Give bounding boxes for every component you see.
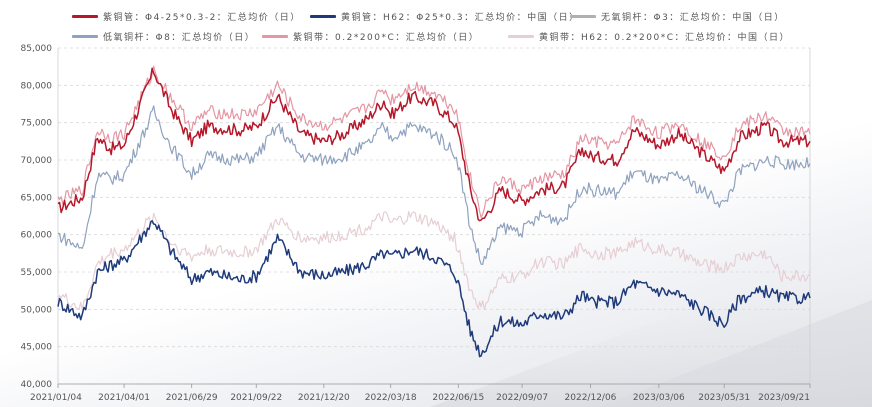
legend-swatch-series-5	[262, 35, 288, 38]
plot-area	[57, 65, 811, 358]
x-tick-label: 2021/09/22	[230, 393, 282, 403]
x-tick-label: 2021/01/04	[30, 393, 82, 403]
legend-swatch-series-4	[72, 35, 98, 38]
y-tick-label: 75,000	[21, 119, 53, 129]
x-tick-label: 2021/12/20	[298, 393, 350, 403]
y-tick-label: 70,000	[21, 156, 53, 166]
legend-swatch-series-2	[310, 15, 336, 18]
legend-swatch-series-1	[72, 15, 98, 18]
legend-label-series-2: 黄铜管：H62：Φ25*0.3：汇总均价：中国（日）	[341, 13, 580, 23]
y-tick-label: 50,000	[21, 305, 53, 315]
legend-label-series-5: 紫铜带：0.2*200*C：汇总均价（日）	[293, 33, 480, 43]
y-tick-label: 55,000	[21, 268, 53, 278]
x-tick-label: 2022/03/18	[365, 393, 417, 403]
x-tick-label: 2023/03/06	[633, 393, 685, 403]
x-axis: 2021/01/04 2021/04/01 2021/06/29 2021/09/22…	[30, 383, 811, 403]
x-tick-label: 2021/06/29	[166, 393, 218, 403]
legend-label-series-4: 低氧铜杆：Φ8：汇总均价（日）	[103, 33, 256, 43]
legend-label-series-1: 紫铜管：Φ4-25*0.3-2：汇总均价（日）	[103, 13, 301, 23]
y-tick-label: 80,000	[21, 81, 53, 91]
y-tick-label: 60,000	[21, 231, 53, 241]
legend-label-series-6: 黄铜带：H62：0.2*200*C：汇总均价：中国（日）	[539, 33, 790, 43]
y-tick-label: 40,000	[21, 380, 53, 390]
chart-legend: 紫铜管：Φ4-25*0.3-2：汇总均价（日） 黄铜管：H62：Φ25*0.3：…	[0, 0, 872, 44]
series-line-6[interactable]	[57, 211, 811, 311]
legend-item-series-1[interactable]: 紫铜管：Φ4-25*0.3-2：汇总均价（日）	[72, 10, 301, 23]
series-line-5[interactable]	[57, 65, 811, 218]
legend-swatch-series-3	[570, 15, 596, 18]
x-tick-label: 2021/04/01	[98, 393, 150, 403]
y-tick-label: 85,000	[21, 44, 53, 54]
y-axis: 40,000 45,000 50,000 55,000 60,000 65,000 70,0…	[21, 44, 53, 390]
y-tick-label: 65,000	[21, 193, 53, 203]
x-tick-label: 2022/09/07	[496, 393, 548, 403]
series-line-2[interactable]	[57, 220, 811, 358]
x-tick-label: 2022/06/15	[432, 393, 484, 403]
y-tick-label: 45,000	[21, 343, 53, 353]
series-line-1[interactable]	[57, 67, 811, 222]
legend-item-series-4[interactable]: 低氧铜杆：Φ8：汇总均价（日）	[72, 30, 255, 43]
legend-item-series-3[interactable]: 无氧铜杆：Φ3：汇总均价：中国（日）	[570, 10, 785, 23]
x-tick-label: 2022/12/06	[565, 393, 617, 403]
legend-item-series-6[interactable]: 黄铜带：H62：0.2*200*C：汇总均价：中国（日）	[508, 30, 790, 43]
x-tick-label: 2023/05/31	[698, 393, 750, 403]
series-line-4[interactable]	[57, 105, 811, 265]
legend-swatch-series-6	[508, 35, 534, 38]
legend-item-series-5[interactable]: 紫铜带：0.2*200*C：汇总均价（日）	[262, 30, 479, 43]
legend-label-series-3: 无氧铜杆：Φ3：汇总均价：中国（日）	[601, 13, 785, 23]
x-tick-label: 2023/09/21	[758, 393, 810, 403]
legend-item-series-2[interactable]: 黄铜管：H62：Φ25*0.3：汇总均价：中国（日）	[310, 10, 580, 23]
